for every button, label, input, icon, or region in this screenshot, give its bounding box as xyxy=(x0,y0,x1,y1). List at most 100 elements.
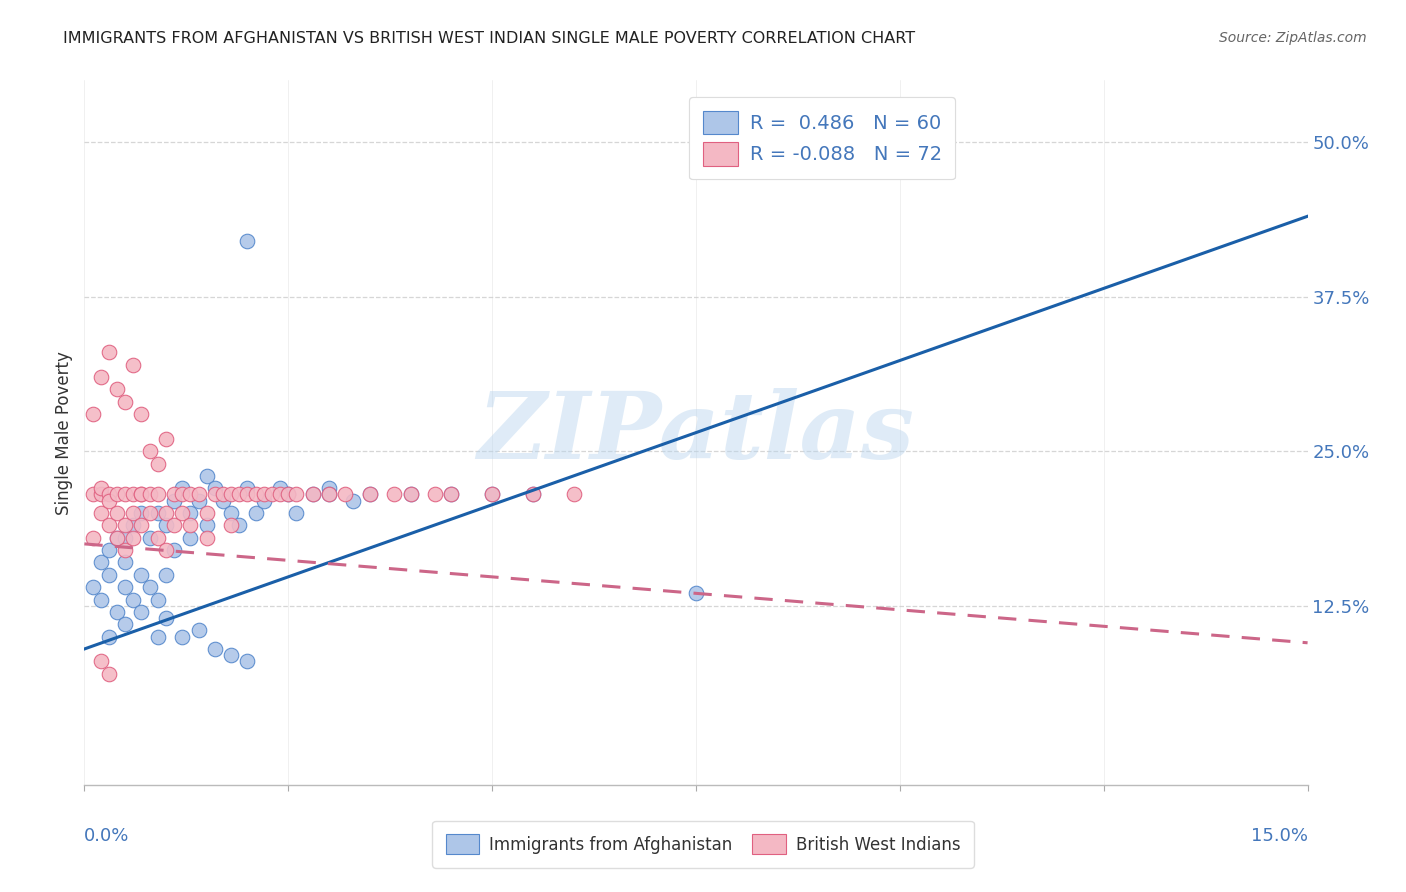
Point xyxy=(105,506,128,520)
Point xyxy=(146,592,169,607)
Point xyxy=(260,487,283,501)
Point xyxy=(195,506,218,520)
Point xyxy=(114,487,136,501)
Point xyxy=(105,605,128,619)
Text: 15.0%: 15.0% xyxy=(1250,827,1308,846)
Point xyxy=(163,487,186,501)
Point xyxy=(481,487,503,501)
Point xyxy=(195,518,218,533)
Point xyxy=(285,487,308,501)
Point xyxy=(146,487,169,501)
Point xyxy=(301,487,323,501)
Point xyxy=(359,487,381,501)
Point xyxy=(236,487,259,501)
Point xyxy=(90,487,112,501)
Point xyxy=(440,487,463,501)
Point xyxy=(138,531,160,545)
Point xyxy=(399,487,422,501)
Text: 0.0%: 0.0% xyxy=(84,827,129,846)
Point xyxy=(318,487,340,501)
Point xyxy=(122,487,145,501)
Point xyxy=(253,487,276,501)
Point xyxy=(131,605,153,619)
Point xyxy=(236,481,259,495)
Y-axis label: Single Male Poverty: Single Male Poverty xyxy=(55,351,73,515)
Point xyxy=(146,457,169,471)
Point xyxy=(146,630,169,644)
Point xyxy=(187,624,209,638)
Point xyxy=(440,487,463,501)
Point xyxy=(179,531,201,545)
Point xyxy=(219,518,242,533)
Point xyxy=(187,487,209,501)
Point xyxy=(382,487,405,501)
Point xyxy=(172,487,194,501)
Point xyxy=(146,531,169,545)
Point xyxy=(179,518,201,533)
Point xyxy=(179,487,201,501)
Point xyxy=(90,370,112,384)
Point xyxy=(82,531,104,545)
Point xyxy=(562,487,585,501)
Point xyxy=(342,493,364,508)
Point xyxy=(807,135,830,149)
Point xyxy=(90,556,112,570)
Point xyxy=(219,506,242,520)
Point xyxy=(204,487,226,501)
Point xyxy=(131,506,153,520)
Point xyxy=(122,506,145,520)
Point xyxy=(131,487,153,501)
Point xyxy=(163,543,186,558)
Point xyxy=(105,487,128,501)
Point xyxy=(228,518,250,533)
Point xyxy=(138,580,160,594)
Point xyxy=(481,487,503,501)
Point xyxy=(253,493,276,508)
Point xyxy=(179,506,201,520)
Point xyxy=(318,481,340,495)
Point xyxy=(90,592,112,607)
Point xyxy=(522,487,544,501)
Point xyxy=(163,493,186,508)
Point xyxy=(155,506,177,520)
Point xyxy=(318,487,340,501)
Point xyxy=(204,642,226,657)
Point xyxy=(269,481,291,495)
Point xyxy=(172,630,194,644)
Point xyxy=(114,531,136,545)
Point xyxy=(114,580,136,594)
Point xyxy=(90,506,112,520)
Point xyxy=(97,345,120,359)
Point xyxy=(155,567,177,582)
Point xyxy=(97,543,120,558)
Point xyxy=(245,506,267,520)
Point xyxy=(82,487,104,501)
Point xyxy=(163,518,186,533)
Point xyxy=(138,487,160,501)
Point xyxy=(685,586,707,600)
Point xyxy=(155,611,177,625)
Point xyxy=(122,358,145,372)
Point xyxy=(155,543,177,558)
Point xyxy=(114,518,136,533)
Point xyxy=(155,518,177,533)
Point xyxy=(195,531,218,545)
Point xyxy=(131,518,153,533)
Point xyxy=(277,487,299,501)
Text: Source: ZipAtlas.com: Source: ZipAtlas.com xyxy=(1219,31,1367,45)
Point xyxy=(105,382,128,396)
Point xyxy=(97,493,120,508)
Point xyxy=(359,487,381,501)
Point xyxy=(131,407,153,421)
Point xyxy=(114,617,136,632)
Point xyxy=(114,394,136,409)
Point xyxy=(195,469,218,483)
Point xyxy=(138,444,160,458)
Point xyxy=(399,487,422,501)
Point xyxy=(82,580,104,594)
Point xyxy=(236,654,259,668)
Point xyxy=(122,531,145,545)
Point xyxy=(155,432,177,446)
Point xyxy=(114,543,136,558)
Point xyxy=(97,567,120,582)
